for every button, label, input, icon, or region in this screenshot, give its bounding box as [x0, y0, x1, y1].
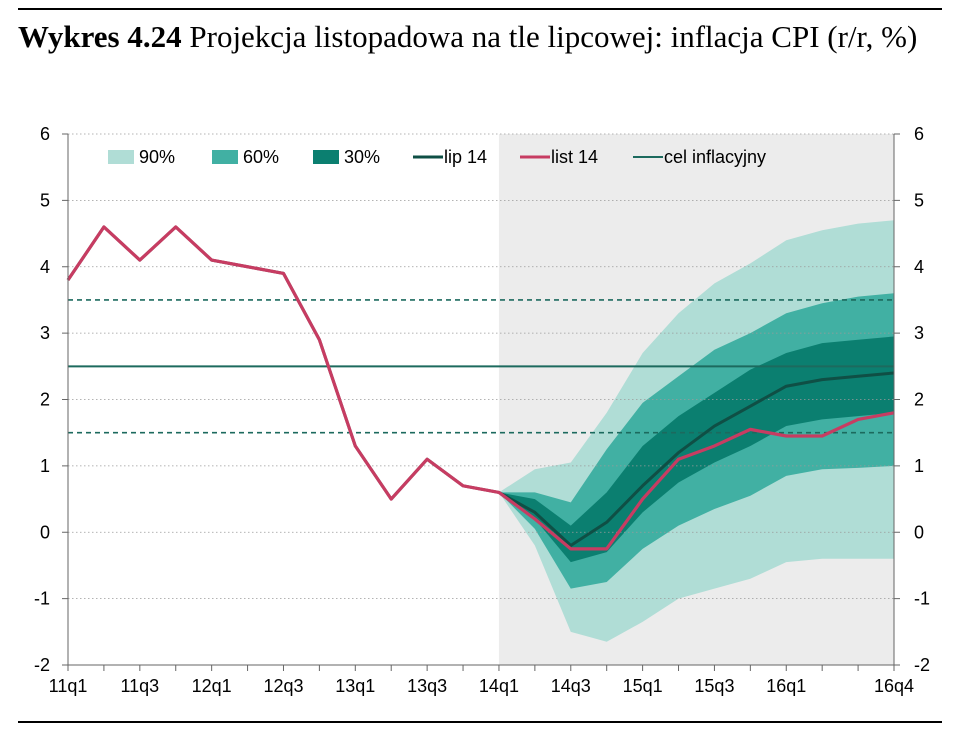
y-tick-label-left: 6: [40, 124, 50, 144]
y-tick-label-right: 1: [914, 456, 924, 476]
y-tick-label-left: 4: [40, 257, 50, 277]
y-tick-label-left: 5: [40, 190, 50, 210]
y-tick-label-left: -2: [34, 655, 50, 675]
axes: -2 -2 -1 -1 0 0 1 1 2 2 3 3 4 4 5 5 6 6 11q1 11q3 12q1 12q3 13…: [34, 124, 930, 696]
y-tick-label-left: -1: [34, 589, 50, 609]
y-tick-label-right: 0: [914, 522, 924, 542]
x-tick-label: 14q3: [551, 676, 591, 696]
x-tick-label: 11q3: [120, 676, 159, 696]
reference-lines: [68, 299, 894, 434]
gridlines: [68, 133, 894, 600]
legend-label: cel inflacyjny: [664, 147, 766, 167]
series-lines: [66, 225, 895, 551]
fan-band-30: [498, 336, 894, 563]
y-tick-label-right: 6: [914, 124, 924, 144]
y-tick-label-left: 2: [40, 390, 50, 410]
x-tick-label: 11q1: [49, 676, 88, 696]
x-tick-label: 12q3: [263, 676, 303, 696]
legend: 90% 60% 30% lip 14 list 14 cel inflacyjny: [108, 147, 766, 167]
x-tick-label: 16q1: [766, 676, 806, 696]
y-tick-label-right: -1: [914, 589, 930, 609]
x-tick-label: 15q3: [694, 676, 734, 696]
y-tick-label-right: 4: [914, 257, 924, 277]
x-tick-label: 14q1: [479, 676, 519, 696]
legend-label: 60%: [243, 147, 279, 167]
y-tick-label-left: 1: [40, 456, 50, 476]
y-tick-label-right: 5: [914, 190, 924, 210]
chart-title: Wykres 4.24 Projekcja listopadowa na tle…: [18, 16, 948, 58]
series-line-list-14: [66, 225, 895, 551]
y-tick-label-right: 2: [914, 390, 924, 410]
legend-swatch: [108, 150, 134, 164]
x-tick-label: 12q1: [192, 676, 232, 696]
legend-label: lip 14: [444, 147, 487, 167]
y-tick-label-left: 3: [40, 323, 50, 343]
legend-label: 90%: [139, 147, 175, 167]
x-tick-label: 15q1: [623, 676, 663, 696]
bottom-rule: [18, 721, 942, 723]
x-tick-label: 13q3: [407, 676, 447, 696]
y-tick-label-right: 3: [914, 323, 924, 343]
x-tick-label: 16q4: [874, 676, 914, 696]
top-rule: [18, 8, 942, 10]
y-tick-label-right: -2: [914, 655, 930, 675]
legend-label: list 14: [551, 147, 598, 167]
legend-label: 30%: [344, 147, 380, 167]
chart-number: Wykres 4.24: [18, 19, 182, 54]
legend-swatch: [212, 150, 238, 164]
x-tick-label: 13q1: [335, 676, 375, 696]
chart-title-text: Projekcja listopadowa na tle lipcowej: i…: [189, 19, 918, 54]
legend-swatch: [313, 150, 339, 164]
y-tick-label-left: 0: [40, 522, 50, 542]
